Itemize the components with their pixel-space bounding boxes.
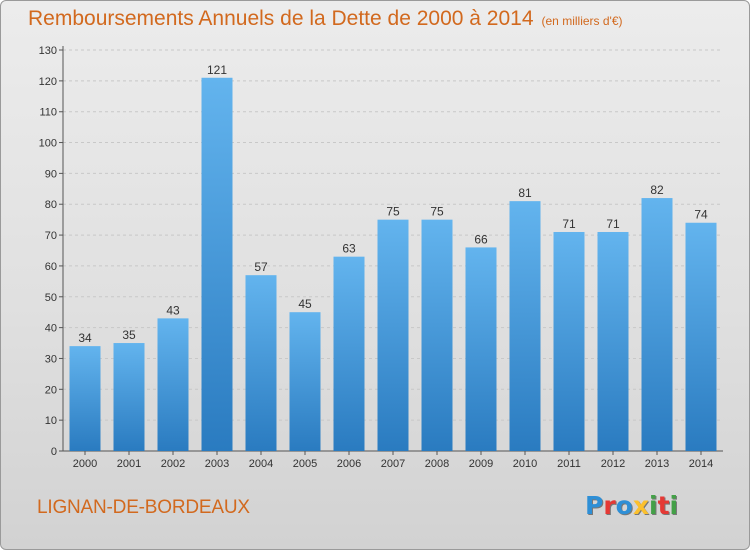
y-tick-label: 0 [51,446,57,458]
x-tick-label: 2012 [601,458,625,470]
bar [377,219,409,451]
bar [157,318,189,451]
y-tick-label: 30 [45,353,57,365]
data-label: 57 [254,260,268,274]
x-tick-label: 2008 [425,458,449,470]
bars [69,77,717,451]
data-label: 81 [518,186,532,200]
chart-title-text: Remboursements Annuels de la Dette de 20… [28,7,534,30]
x-tick-label: 2007 [381,458,405,470]
bar [333,256,365,451]
bar [201,77,233,451]
bar [421,219,453,451]
logo-letter: i [649,491,658,520]
commune-name: LIGNAN-DE-BORDEAUX [37,497,250,518]
x-tick-label: 2002 [161,458,185,470]
y-tick-label: 90 [45,168,57,180]
y-tick-label: 40 [45,323,57,335]
bar [245,275,277,451]
labels: 0 10 20 30 40 50 60 70 80 90 100 110 120 130 34 2000 35 2… [39,45,714,470]
data-label: 71 [606,217,620,231]
logo-letter: i [669,491,679,520]
data-label: 35 [122,328,136,342]
x-tick-label: 2009 [469,458,493,470]
y-tick-label: 130 [39,45,57,57]
x-tick-label: 2001 [117,458,141,470]
data-label: 74 [694,208,708,222]
y-tick-label: 80 [45,199,57,211]
y-tick-label: 70 [45,230,57,242]
x-tick-label: 2013 [645,458,669,470]
data-label: 66 [474,232,488,246]
y-tick-label: 60 [45,261,57,273]
bar [553,231,585,451]
y-tick-label: 110 [39,107,57,119]
data-label: 43 [166,303,180,317]
y-tick-label: 50 [45,292,57,304]
proxiti-logo: Proxiti [585,491,678,520]
bar [685,222,717,451]
y-tick-label: 10 [45,415,57,427]
logo-letter: o [615,491,633,520]
data-label: 71 [562,217,576,231]
bar [641,198,673,451]
chart-title: Remboursements Annuels de la Dette de 20… [28,7,623,31]
bar [509,201,541,451]
data-label: 34 [78,331,92,345]
chart-unit: (en milliers d'€) [541,14,623,28]
logo-letter: x [632,491,649,520]
bar [289,312,321,451]
data-label: 82 [650,183,664,197]
data-label: 63 [342,242,356,256]
logo-letter: r [603,491,616,520]
data-label: 75 [386,205,400,219]
y-tick-label: 120 [39,76,57,88]
logo-letter: P [585,491,604,520]
data-label: 45 [298,297,312,311]
x-tick-label: 2005 [293,458,317,470]
y-tick-label: 100 [39,138,57,150]
logo-letter: t [657,491,670,520]
x-tick-label: 2010 [513,458,537,470]
x-tick-label: 2000 [73,458,97,470]
data-label: 75 [430,205,444,219]
bar [597,231,629,451]
x-tick-label: 2011 [557,458,581,470]
x-tick-label: 2014 [689,458,713,470]
data-label: 121 [207,63,227,77]
bar [113,343,145,451]
bar [465,247,497,451]
y-tick-label: 20 [45,384,57,396]
x-tick-label: 2004 [249,458,273,470]
bar [69,346,101,451]
x-tick-label: 2003 [205,458,229,470]
x-tick-label: 2006 [337,458,361,470]
